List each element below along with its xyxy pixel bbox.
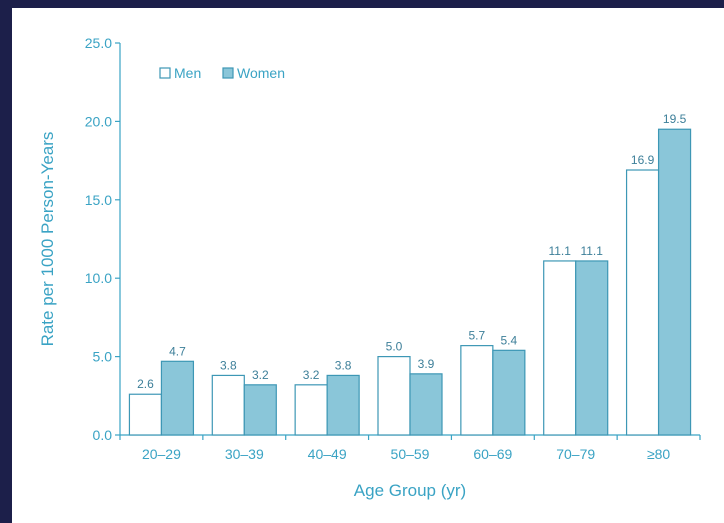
y-tick-label: 10.0 (85, 270, 112, 286)
legend-swatch-women (222, 67, 234, 79)
data-label: 2.6 (137, 377, 154, 391)
legend-label-men: Men (174, 65, 201, 81)
bar-women (492, 349, 526, 436)
bar-women (575, 260, 609, 436)
y-tick-label: 15.0 (85, 192, 112, 208)
legend: Men Women (159, 65, 285, 81)
y-tick-label: 20.0 (85, 113, 112, 129)
bar-women (243, 384, 277, 436)
data-label: 3.2 (252, 368, 269, 382)
x-tick-label: 60–69 (473, 446, 512, 462)
data-label: 5.0 (386, 340, 403, 354)
bar-women (160, 360, 195, 436)
bar-men (377, 356, 411, 436)
x-tick-label: 20–29 (142, 446, 181, 462)
x-tick-label: 50–59 (391, 446, 430, 462)
x-tick-label: ≥80 (647, 446, 670, 462)
data-labels: 2.6 3.8 3.2 5.0 5.7 11.1 16.9 4.7 3.2 3.8 3.9 5.4 11… (137, 112, 686, 391)
data-label: 5.7 (469, 329, 486, 343)
bar-men (128, 393, 163, 436)
bar-men (625, 169, 660, 436)
data-label: 19.5 (663, 112, 687, 126)
y-axis: 0.0 5.0 10.0 15.0 20.0 25.0 (85, 35, 121, 443)
x-tick-label: 40–49 (308, 446, 347, 462)
data-label: 11.1 (580, 244, 603, 258)
x-axis-title: Age Group (yr) (354, 481, 466, 500)
bar-men (543, 260, 577, 436)
bars (128, 128, 692, 436)
y-tick-label: 0.0 (93, 427, 113, 443)
bar-women (409, 373, 443, 436)
y-tick-label: 5.0 (93, 349, 113, 365)
x-axis: 20–29 30–39 40–49 50–59 60–69 70–79 ≥80 (119, 434, 701, 462)
y-tick-label: 25.0 (85, 35, 112, 51)
data-label: 11.1 (548, 244, 571, 258)
data-label: 4.7 (169, 344, 186, 358)
legend-label-women: Women (237, 65, 285, 81)
data-label: 3.8 (220, 358, 237, 372)
data-label: 3.9 (418, 357, 435, 371)
y-axis-title: Rate per 1000 Person-Years (38, 132, 57, 347)
data-label: 5.4 (501, 333, 518, 347)
chart-panel: 0.0 5.0 10.0 15.0 20.0 25.0 20–29 30–39 40–49 50… (12, 8, 724, 523)
legend-swatch-men (159, 67, 171, 79)
bar-men (211, 374, 245, 436)
data-label: 3.8 (335, 358, 352, 372)
data-label: 3.2 (303, 368, 320, 382)
bar-chart: 0.0 5.0 10.0 15.0 20.0 25.0 20–29 30–39 40–49 50… (38, 35, 701, 500)
bar-men (460, 345, 494, 436)
bar-women (657, 128, 692, 436)
data-label: 16.9 (631, 153, 655, 167)
bar-women (326, 374, 360, 436)
x-tick-label: 70–79 (556, 446, 595, 462)
x-tick-label: 30–39 (225, 446, 264, 462)
bar-men (294, 384, 328, 436)
